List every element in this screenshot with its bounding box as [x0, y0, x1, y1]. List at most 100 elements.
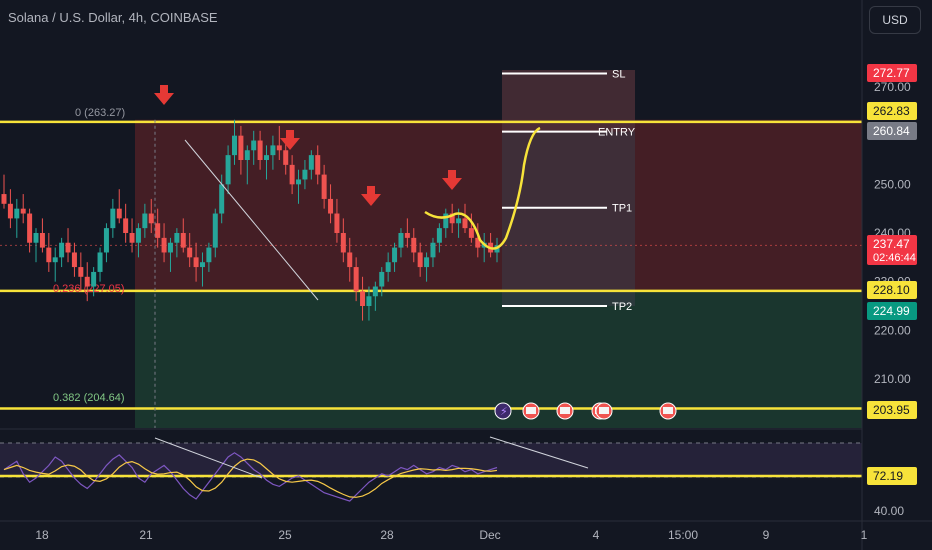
fib-label-0: 0 (263.27)	[75, 107, 125, 119]
projection-curve	[424, 126, 541, 250]
price-badge-label: 203.95	[873, 403, 910, 417]
candle-body	[65, 242, 71, 253]
candle-body	[91, 271, 97, 287]
candle-body	[148, 213, 154, 224]
candle-body	[20, 208, 26, 214]
candle-body	[379, 271, 385, 287]
flag-stripes	[663, 407, 673, 414]
candle-body	[328, 198, 334, 214]
arrow-down-icon	[154, 85, 174, 105]
time-tick: 1	[861, 528, 868, 542]
candle-body	[206, 247, 212, 263]
trade-label-tp2: TP2	[612, 301, 632, 313]
candle-body	[33, 233, 39, 243]
trade-label-entry: ENTRY	[598, 127, 636, 139]
candle-body	[296, 179, 302, 185]
price-badge-label: 224.99	[873, 304, 910, 318]
loss-zone	[135, 119, 862, 291]
lightning-icon	[494, 402, 512, 420]
fib-label-2: 0.382 (204.64)	[53, 392, 125, 404]
price-badge	[867, 122, 917, 140]
time-tick: Dec	[479, 528, 500, 542]
candle-body	[424, 257, 430, 268]
candle-body	[353, 267, 359, 292]
candle-body	[244, 150, 250, 160]
time-tick: 28	[380, 528, 394, 542]
flag-stripes	[560, 407, 570, 414]
candle-body	[398, 233, 404, 248]
price-badge	[867, 302, 917, 320]
candle-body	[475, 237, 481, 248]
candle-body	[417, 252, 423, 268]
time-tick: 21	[139, 528, 153, 542]
candle-body	[283, 150, 289, 165]
lightning-glyph: ⚡	[500, 406, 508, 418]
candle-body	[404, 233, 410, 238]
time-tick: 25	[278, 528, 292, 542]
rsi-ma-line	[3, 458, 498, 498]
arrow-down-icon	[280, 130, 300, 150]
time-tick: 9	[763, 528, 770, 542]
candle-body	[308, 155, 314, 170]
arrow-down-icon	[442, 170, 462, 190]
price-badge	[867, 401, 917, 419]
candle-body	[142, 213, 148, 229]
candle-body	[97, 252, 103, 272]
price-tick: 220.00	[874, 323, 911, 337]
candle-body	[84, 276, 90, 287]
price-badge	[867, 281, 917, 299]
candle-body	[187, 247, 193, 258]
candle-body	[449, 213, 455, 224]
price-badge-label: 272.77	[873, 66, 910, 80]
price-badge	[867, 235, 917, 265]
candle-body	[1, 194, 7, 204]
candle-body	[468, 228, 474, 238]
countdown-label: 02:46:44	[873, 252, 916, 264]
candle-body	[39, 233, 45, 248]
candle-body	[443, 213, 449, 229]
price-tick: 270.00	[874, 80, 911, 94]
currency-button[interactable]: USD	[869, 6, 921, 34]
candle-body	[315, 155, 321, 175]
price-tick: 210.00	[874, 372, 911, 386]
candle-body	[462, 218, 468, 229]
candle-body	[430, 242, 436, 258]
candle-body	[360, 291, 366, 306]
candle-body	[59, 242, 65, 258]
time-tick: 18	[35, 528, 49, 542]
candle-body	[103, 228, 109, 253]
flag-stripes	[526, 407, 536, 414]
price-badge-label: 260.84	[873, 124, 910, 138]
candle-body	[71, 252, 77, 268]
price-badge-label: 237.47	[873, 237, 910, 251]
candle-body	[276, 145, 282, 151]
candle-body	[238, 135, 244, 160]
candle-body	[347, 252, 353, 268]
candle-body	[27, 213, 33, 243]
candle-body	[180, 233, 186, 248]
candle-body	[334, 213, 340, 233]
candle-body	[411, 237, 417, 253]
fib-label-1: 0.236 (227.05)	[53, 283, 125, 295]
trend-line	[184, 139, 319, 301]
candle-body	[161, 237, 167, 253]
price-badge	[867, 64, 917, 82]
candle-body	[123, 218, 129, 233]
candle-body	[385, 262, 391, 272]
candle-body	[199, 262, 205, 268]
rsi-trend-line	[154, 437, 263, 479]
candle-body	[289, 164, 295, 185]
candle-body	[7, 203, 13, 219]
candle-body	[456, 218, 462, 224]
candle-body	[46, 247, 52, 263]
candle-body	[78, 267, 84, 277]
candle-body	[135, 228, 141, 243]
candle-body	[372, 286, 378, 297]
rsi-band	[0, 443, 862, 477]
candle-body	[193, 257, 199, 268]
chart-title: Solana / U.S. Dollar, 4h, COINBASE	[8, 10, 218, 25]
candle-body	[321, 174, 327, 199]
price-badge-label: 228.10	[873, 283, 910, 297]
rsi-tick: 40.00	[874, 504, 904, 518]
